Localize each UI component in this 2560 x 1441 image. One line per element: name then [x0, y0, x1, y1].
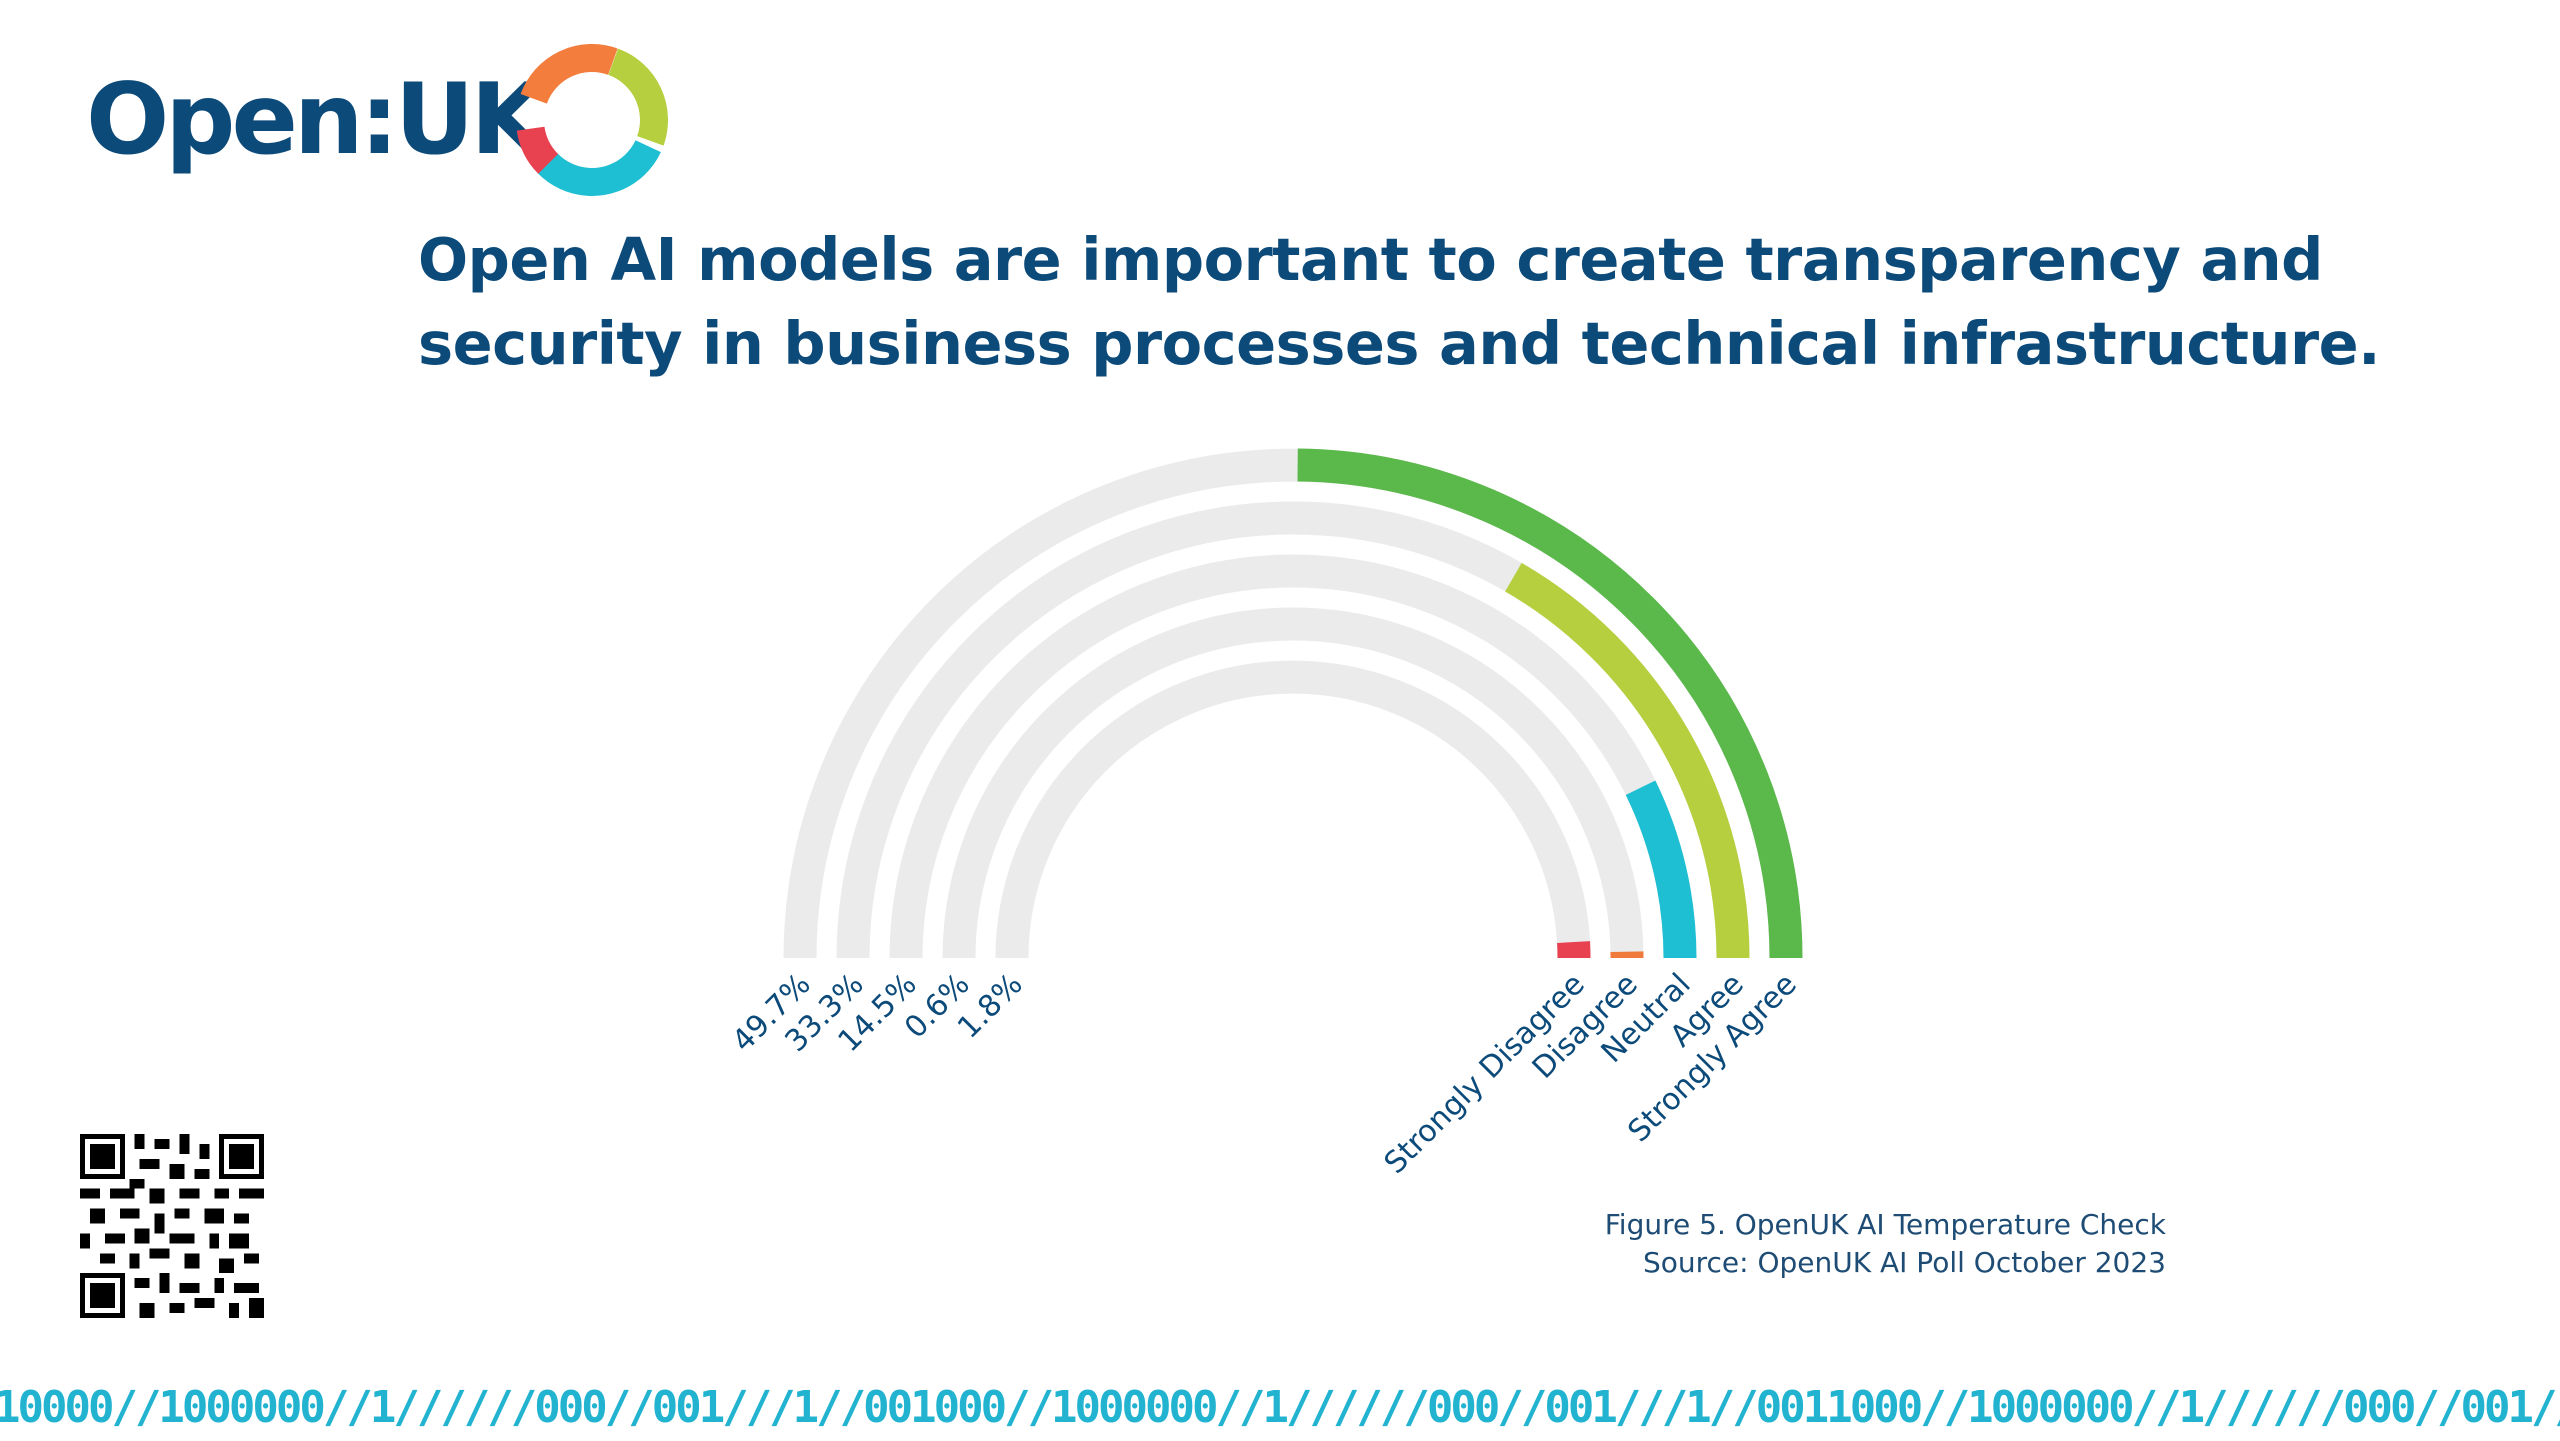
page-title-line-1: Open AI models are important to create t… — [418, 225, 2323, 294]
binary-decoration-text: 10000∕∕1000000∕∕1∕∕∕∕∕∕000∕∕001∕∕∕1∕∕001… — [0, 1382, 2560, 1433]
bar-strongly-agree — [1297, 448, 1803, 959]
chart-value-labels: 49.7%33.3%14.5%0.6%1.8% — [726, 967, 1030, 1059]
page-title-line-2: security in business processes and techn… — [418, 309, 2381, 378]
qr-code — [80, 1134, 264, 1318]
bar-agree — [1505, 562, 1750, 959]
track-neutral — [889, 554, 1697, 959]
binary-decoration: 10000∕∕1000000∕∕1∕∕∕∕∕∕000∕∕001∕∕∕1∕∕001… — [0, 1374, 2560, 1441]
chart-category-labels: Strongly AgreeAgreeNeutralDisagreeStrong… — [1378, 967, 1804, 1181]
figure-caption: Figure 5. OpenUK AI Temperature Check So… — [1605, 1206, 2166, 1282]
openuk-logo: Open:UK — [86, 40, 686, 200]
track-strongly-disagree — [995, 660, 1591, 959]
bar-neutral — [1625, 780, 1697, 959]
figure-caption-source: Source: OpenUK AI Poll October 2023 — [1642, 1246, 2166, 1279]
chart-bars — [1297, 448, 1803, 959]
logo-ring-icon — [516, 43, 668, 196]
logo-wordmark: Open:UK — [86, 63, 546, 177]
page-title: Open AI models are important to create t… — [418, 218, 2381, 386]
track-disagree — [942, 607, 1644, 959]
figure-caption-title: Figure 5. OpenUK AI Temperature Check — [1604, 1208, 2166, 1241]
